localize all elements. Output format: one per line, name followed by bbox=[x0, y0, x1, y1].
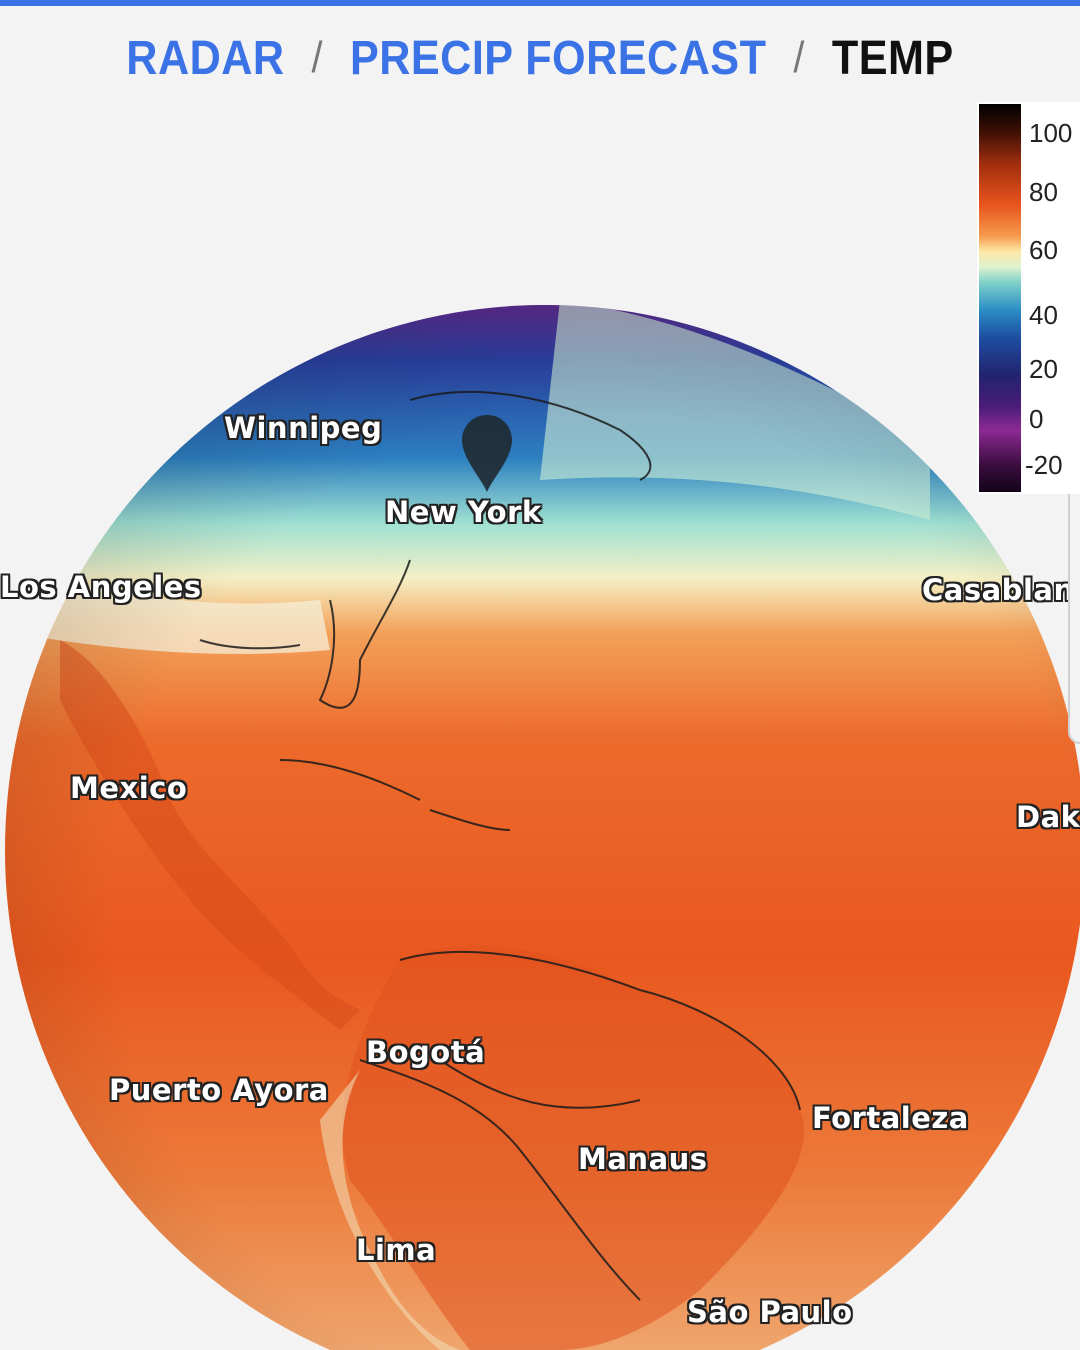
temperature-globe-map[interactable] bbox=[0, 100, 1080, 1350]
tab-radar[interactable]: RADAR bbox=[126, 31, 285, 85]
tab-precip-forecast[interactable]: PRECIP FORECAST bbox=[350, 31, 767, 85]
layer-tabs: RADAR / PRECIP FORECAST / TEMP bbox=[54, 26, 1026, 90]
city-label-casablanca[interactable]: Casablanca bbox=[922, 573, 1080, 607]
legend-tick: 60 bbox=[1029, 235, 1058, 265]
legend-tick: 40 bbox=[1029, 300, 1058, 330]
city-label-dakar[interactable]: Dakar bbox=[1016, 800, 1080, 834]
city-label-bogota[interactable]: Bogotá bbox=[366, 1035, 486, 1069]
city-label-los-angeles[interactable]: Los Angeles bbox=[0, 570, 202, 604]
city-label-mexico[interactable]: Mexico bbox=[70, 771, 188, 805]
legend-color-scale bbox=[979, 104, 1021, 492]
legend-tick: -20 bbox=[1025, 450, 1063, 480]
city-label-lima[interactable]: Lima bbox=[356, 1233, 437, 1267]
city-label-new-york[interactable]: New York bbox=[385, 495, 542, 529]
city-label-puerto-ayora[interactable]: Puerto Ayora bbox=[109, 1073, 329, 1107]
city-label-winnipeg[interactable]: Winnipeg bbox=[224, 411, 383, 445]
top-accent-bar bbox=[0, 0, 1080, 6]
legend-tick: 0 bbox=[1029, 404, 1044, 434]
tab-temp[interactable]: TEMP bbox=[831, 31, 954, 85]
tab-separator: / bbox=[311, 33, 324, 82]
globe bbox=[5, 305, 1080, 1350]
legend-tick: 20 bbox=[1029, 354, 1058, 384]
city-label-sao-paulo[interactable]: São Paulo bbox=[687, 1295, 853, 1329]
location-pin-icon[interactable] bbox=[462, 415, 512, 492]
city-label-manaus[interactable]: Manaus bbox=[578, 1142, 708, 1176]
city-label-fortaleza[interactable]: Fortaleza bbox=[812, 1101, 969, 1135]
temperature-legend: 100 80 60 40 20 0 -20 bbox=[977, 102, 1080, 494]
legend-tick: 100 bbox=[1029, 118, 1073, 148]
tab-separator: / bbox=[793, 33, 805, 82]
legend-tick: 80 bbox=[1029, 177, 1058, 207]
